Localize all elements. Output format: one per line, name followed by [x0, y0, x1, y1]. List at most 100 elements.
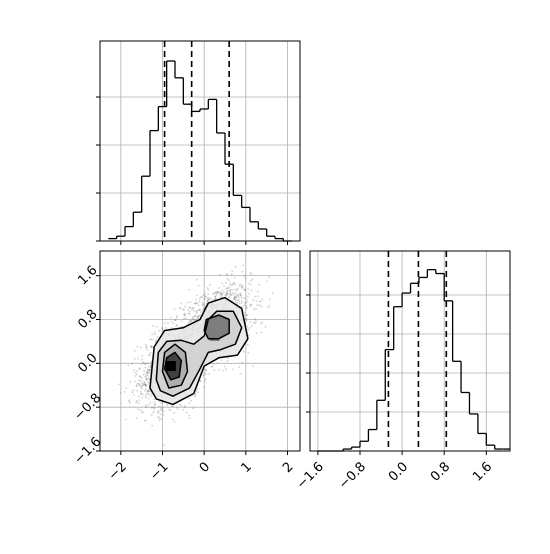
scatter-point [246, 314, 249, 317]
scatter-point [254, 321, 256, 324]
scatter-point [153, 333, 156, 336]
scatter-point [194, 314, 197, 317]
scatter-point [254, 318, 257, 321]
scatter-point [202, 307, 205, 310]
scatter-point [160, 407, 163, 410]
scatter-point [203, 298, 206, 301]
scatter-point [142, 361, 145, 364]
scatter-point [170, 409, 173, 411]
scatter-point [144, 404, 147, 407]
scatter-point [196, 387, 199, 390]
scatter-point [184, 406, 186, 409]
scatter-point [182, 408, 185, 411]
scatter-point [239, 283, 242, 286]
scatter-point [247, 351, 250, 354]
scatter-point [239, 294, 242, 297]
scatter-point [252, 365, 254, 367]
scatter-point [188, 306, 191, 309]
scatter-point [242, 264, 244, 267]
scatter-point [238, 302, 241, 305]
scatter-point [205, 295, 207, 298]
scatter-point [258, 283, 261, 286]
scatter-point [250, 279, 252, 282]
scatter-point [141, 387, 143, 390]
scatter-point [247, 328, 249, 331]
scatter-point [261, 321, 263, 324]
scatter-point [199, 311, 202, 313]
scatter-point [268, 276, 271, 278]
scatter-point [192, 306, 194, 309]
scatter-point [243, 289, 246, 292]
scatter-point [236, 301, 238, 304]
scatter-point [187, 312, 190, 315]
scatter-point [259, 300, 262, 303]
scatter-point [188, 313, 191, 316]
scatter-point [146, 392, 149, 395]
scatter-point [144, 389, 146, 392]
scatter-point [192, 318, 194, 321]
scatter-point [144, 419, 147, 422]
contour-line-0 [149, 296, 249, 406]
scatter-point [153, 398, 156, 401]
scatter-point [145, 346, 148, 349]
scatter-point [196, 309, 198, 312]
top-hist-frame [99, 40, 301, 242]
scatter-point [212, 293, 214, 296]
scatter-point [185, 317, 187, 319]
scatter-point [230, 284, 233, 287]
scatter-point [237, 296, 240, 299]
contour-line-3 [203, 314, 230, 340]
scatter-point [132, 389, 135, 392]
scatter-point [184, 305, 186, 308]
scatter-point [144, 381, 146, 384]
scatter-point [202, 304, 205, 306]
scatter-point [233, 296, 236, 299]
scatter-point [258, 300, 261, 303]
scatter-point [147, 368, 150, 371]
scatter-point [129, 381, 132, 383]
scatter-point [198, 308, 201, 311]
scatter-point [249, 283, 252, 286]
scatter-point [144, 396, 147, 398]
scatter-point [203, 372, 206, 375]
scatter-point [151, 325, 154, 327]
scatter-point [155, 339, 158, 342]
scatter-point [222, 291, 225, 294]
scatter-point [244, 288, 247, 290]
scatter-point [244, 297, 247, 300]
scatter-point [246, 300, 249, 303]
scatter-point [176, 316, 178, 319]
scatter-point [243, 289, 246, 292]
scatter-point [135, 417, 138, 419]
scatter-point [151, 345, 153, 348]
scatter-point [143, 370, 146, 373]
scatter-point [143, 383, 146, 386]
scatter-point [217, 291, 220, 293]
scatter-point [134, 375, 137, 377]
scatter-point [141, 393, 144, 396]
scatter-point [207, 299, 210, 302]
scatter-point [211, 365, 213, 367]
scatter-point [210, 298, 213, 301]
scatter-point [183, 313, 185, 316]
scatter-point [149, 345, 152, 348]
scatter-point [251, 278, 254, 281]
scatter-point [187, 308, 190, 311]
scatter-point [146, 362, 149, 365]
scatter-point [145, 345, 148, 348]
scatter-point [201, 304, 204, 307]
scatter-point [146, 348, 149, 351]
scatter-point [233, 283, 236, 285]
scatter-point [201, 296, 204, 299]
scatter-point [183, 312, 186, 315]
scatter-point [195, 278, 198, 281]
scatter-point [222, 370, 225, 372]
scatter-point [170, 327, 173, 329]
scatter-point [216, 362, 219, 364]
scatter-point [147, 393, 150, 396]
scatter-point [234, 298, 237, 301]
scatter-point [225, 294, 228, 297]
scatter-point [196, 317, 199, 319]
scatter-point [225, 273, 228, 275]
scatter-point [133, 380, 136, 383]
